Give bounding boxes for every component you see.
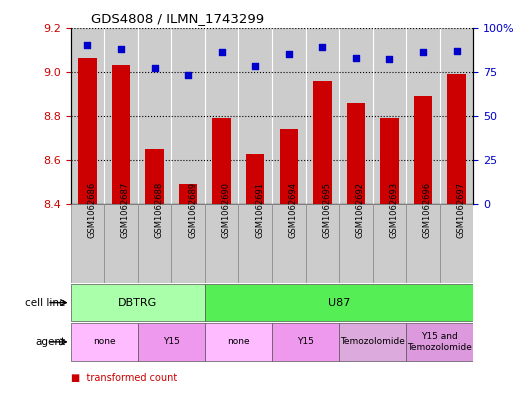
Point xyxy=(285,51,293,57)
Bar xyxy=(71,204,104,283)
Point xyxy=(150,65,158,72)
Bar xyxy=(238,204,272,283)
Text: GSM1062696: GSM1062696 xyxy=(423,182,432,238)
Bar xyxy=(339,323,406,361)
Point xyxy=(184,72,192,78)
Bar xyxy=(71,323,138,361)
Bar xyxy=(372,204,406,283)
Text: GSM1062697: GSM1062697 xyxy=(457,182,465,238)
Bar xyxy=(238,28,272,204)
Text: GSM1062695: GSM1062695 xyxy=(322,182,331,238)
Bar xyxy=(104,204,138,283)
Bar xyxy=(272,204,305,283)
Bar xyxy=(440,204,473,283)
Bar xyxy=(179,184,197,204)
Text: DBTRG: DBTRG xyxy=(118,298,157,308)
Text: GSM1062686: GSM1062686 xyxy=(87,182,96,238)
Text: none: none xyxy=(93,338,116,346)
Text: Y15: Y15 xyxy=(297,338,314,346)
Bar xyxy=(414,96,432,204)
Bar xyxy=(138,28,171,204)
Point xyxy=(218,49,226,55)
Bar xyxy=(172,204,205,283)
Bar xyxy=(78,59,97,204)
Bar xyxy=(339,204,372,283)
Text: none: none xyxy=(227,338,249,346)
Bar xyxy=(145,149,164,204)
Text: GSM1062690: GSM1062690 xyxy=(222,182,231,238)
Text: Y15 and
Temozolomide: Y15 and Temozolomide xyxy=(407,332,472,352)
Bar xyxy=(205,323,272,361)
Text: U87: U87 xyxy=(328,298,350,308)
Bar xyxy=(406,323,473,361)
Bar xyxy=(212,118,231,204)
Bar xyxy=(347,103,365,204)
Bar xyxy=(305,28,339,204)
Point xyxy=(419,49,427,55)
Point xyxy=(83,42,92,48)
Bar xyxy=(447,74,466,204)
Point xyxy=(351,54,360,61)
Bar xyxy=(380,118,399,204)
Bar xyxy=(104,28,138,204)
Text: GSM1062692: GSM1062692 xyxy=(356,182,365,238)
Bar xyxy=(138,204,172,283)
Text: GSM1062694: GSM1062694 xyxy=(289,182,298,238)
Text: agent: agent xyxy=(35,337,65,347)
Text: ■  transformed count: ■ transformed count xyxy=(71,373,177,383)
Bar xyxy=(71,284,205,321)
Point xyxy=(117,46,125,52)
Point xyxy=(318,44,326,50)
Point xyxy=(452,47,461,53)
Bar xyxy=(112,65,130,204)
Bar xyxy=(272,323,339,361)
Text: GSM1062689: GSM1062689 xyxy=(188,182,197,238)
Bar xyxy=(205,28,238,204)
Point xyxy=(251,63,259,70)
Text: GSM1062693: GSM1062693 xyxy=(390,182,399,238)
Text: GSM1062688: GSM1062688 xyxy=(154,182,164,238)
Bar xyxy=(205,284,473,321)
Text: Y15: Y15 xyxy=(163,338,180,346)
Text: GSM1062687: GSM1062687 xyxy=(121,182,130,238)
Bar xyxy=(246,154,265,204)
Text: Temozolomide: Temozolomide xyxy=(340,338,405,346)
Bar xyxy=(138,323,205,361)
Bar xyxy=(372,28,406,204)
Bar xyxy=(406,28,440,204)
Bar xyxy=(440,28,473,204)
Text: cell line: cell line xyxy=(25,298,65,308)
Bar xyxy=(313,81,332,204)
Text: GDS4808 / ILMN_1743299: GDS4808 / ILMN_1743299 xyxy=(91,12,264,25)
Bar xyxy=(71,28,104,204)
Bar xyxy=(339,28,372,204)
Bar xyxy=(305,204,339,283)
Point xyxy=(385,56,394,62)
Bar xyxy=(205,204,238,283)
Bar xyxy=(171,28,205,204)
Bar xyxy=(272,28,305,204)
Bar xyxy=(406,204,440,283)
Text: GSM1062691: GSM1062691 xyxy=(255,182,264,238)
Bar xyxy=(279,129,298,204)
